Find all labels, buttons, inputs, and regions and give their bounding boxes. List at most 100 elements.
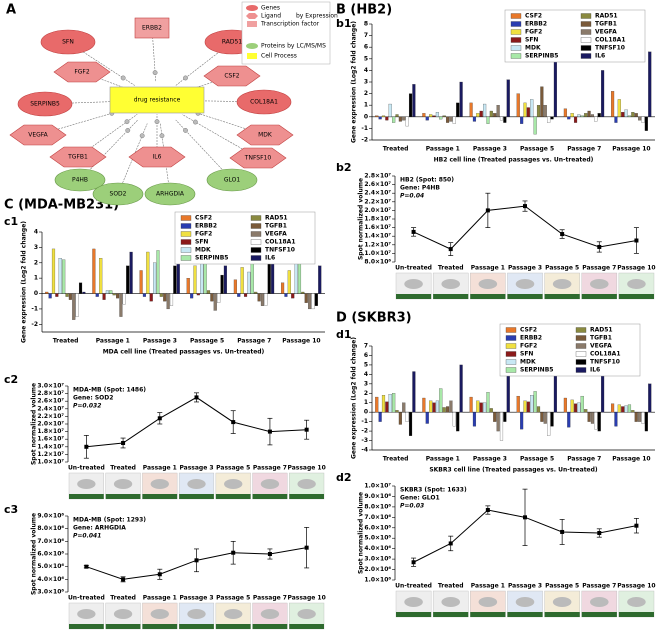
bar <box>449 116 453 122</box>
ligand-node <box>9 124 67 146</box>
bar <box>617 404 621 413</box>
bar <box>301 291 305 294</box>
spot-thumbnail-base <box>252 494 288 499</box>
spot-thumbnail-peak <box>627 279 646 289</box>
legend-swatch <box>510 29 522 35</box>
legend-swatch <box>180 223 192 229</box>
bar <box>65 293 69 297</box>
bar <box>378 116 382 120</box>
node-label: VEGFA <box>28 132 48 139</box>
point <box>84 564 89 569</box>
edge-end <box>125 127 131 133</box>
panel-label: c3 <box>4 503 18 516</box>
y-tick-label: 1.4×10⁷ <box>37 443 64 450</box>
edge-end <box>183 75 188 81</box>
spot-thumbnail-peak <box>150 479 169 489</box>
panel-heading: C (MDA-MB231) <box>4 198 119 213</box>
y-tick-label: 1.0×10⁶ <box>364 577 391 584</box>
bar <box>375 396 379 413</box>
bar <box>587 110 591 117</box>
legend-label: SERPINB5 <box>195 255 228 262</box>
y-tick-label: 1.8×10⁷ <box>37 428 64 435</box>
bar <box>641 412 645 424</box>
legend-label: SFN <box>520 351 533 358</box>
spot-thumbnail-peak <box>77 609 96 619</box>
legend-swatch <box>580 29 592 35</box>
ligand-node <box>229 147 287 169</box>
y-tick-label: 4 <box>34 229 38 236</box>
spot-thumbnail-base <box>289 494 324 499</box>
bar <box>530 395 534 413</box>
bar <box>408 93 413 117</box>
bar <box>503 412 507 422</box>
spot-thumbnail-peak <box>515 597 535 607</box>
line <box>413 205 637 250</box>
y-tick-label: 8.0×10⁶ <box>37 525 64 532</box>
legend-swatch <box>575 359 587 365</box>
x-tick-label: Treated <box>438 265 464 272</box>
legend-swatch <box>180 247 192 253</box>
node-label: CSF2 <box>224 73 239 80</box>
x-tick-label: Passage 3 <box>473 456 507 463</box>
bar <box>550 116 554 120</box>
bar <box>425 412 429 424</box>
spot-thumbnail-base <box>179 494 214 499</box>
x-tick-label: Un-treated <box>68 595 105 602</box>
legend-label: COL18A1 <box>590 351 621 358</box>
y-tick-label: 7 <box>364 343 368 350</box>
legend-label: TGFB1 <box>265 223 287 230</box>
x-tick-label: Passage 1 <box>143 595 177 602</box>
bar <box>395 410 399 413</box>
x-tick-label: Un-treated <box>395 583 432 590</box>
spot-thumbnail-base <box>69 494 104 499</box>
legend-label: TNFSF10 <box>265 247 295 254</box>
bar <box>523 400 527 413</box>
spot-thumbnail-peak <box>260 479 280 489</box>
spot-thumbnail-base <box>470 612 506 617</box>
bar <box>597 113 601 117</box>
spot-thumbnail-peak <box>552 597 572 607</box>
y-tick-label: -2 <box>361 137 368 144</box>
edge-end <box>183 127 188 133</box>
bar <box>543 412 547 424</box>
x-tick-label: Passage 5 <box>545 265 579 272</box>
annotation: P=0.04 <box>400 193 424 200</box>
bar <box>601 70 605 117</box>
x-tick-label: Passage 10 <box>288 595 326 602</box>
bar <box>122 293 126 305</box>
legend-swatch <box>510 21 522 27</box>
bar <box>469 396 473 413</box>
x-tick-label: Passage 1 <box>471 583 505 590</box>
y-tick-label: 1 <box>364 399 368 406</box>
bar <box>412 371 416 413</box>
legend-swatch <box>575 327 587 333</box>
legend-swatch <box>505 327 517 333</box>
bar <box>385 401 389 413</box>
point <box>523 515 527 520</box>
bar <box>456 412 460 432</box>
bar <box>243 293 248 297</box>
bar <box>533 116 537 135</box>
legend-swatch <box>505 351 517 357</box>
node-label: TGFB1 <box>67 154 88 161</box>
bar <box>543 105 547 117</box>
bar <box>479 402 483 413</box>
spot-thumbnail-base <box>470 294 506 299</box>
bar <box>489 110 493 117</box>
bar <box>587 412 591 422</box>
bar <box>547 116 551 123</box>
bar <box>213 293 217 311</box>
legend-swatch <box>510 45 522 51</box>
bar <box>264 293 268 306</box>
spot-thumbnail-peak <box>260 609 280 619</box>
bar <box>472 116 477 122</box>
bar <box>452 412 456 427</box>
bar <box>506 79 510 117</box>
spot-thumbnail-base <box>544 294 580 299</box>
protein-node <box>144 182 196 206</box>
x-tick-label: Passage 1 <box>96 338 130 345</box>
legend-label: Transcription factor <box>260 21 320 28</box>
bar <box>489 408 493 413</box>
bar <box>385 116 389 121</box>
y-tick-label: 1.6×10⁷ <box>37 436 64 443</box>
